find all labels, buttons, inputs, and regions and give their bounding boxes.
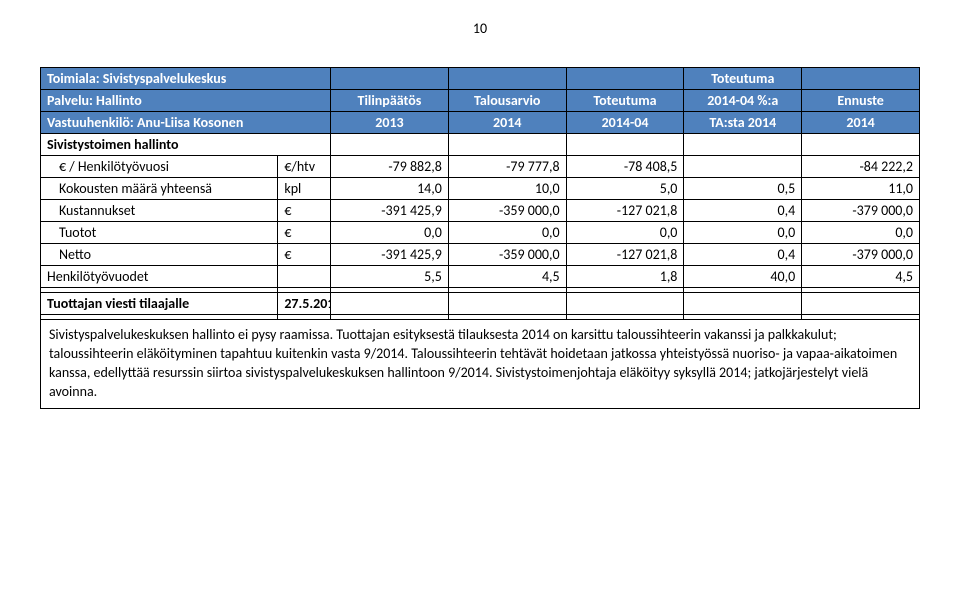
col3-blank [566, 68, 684, 90]
table-row: Tuotot € 0,0 0,0 0,0 0,0 0,0 [41, 222, 920, 244]
section-title: Sivistystoimen hallinto [41, 134, 331, 156]
row-label: Kokousten määrä yhteensä [41, 178, 278, 200]
row-val: -79 777,8 [448, 156, 566, 178]
htv-val: 40,0 [684, 266, 802, 288]
row-unit: € [278, 222, 331, 244]
row-val: 11,0 [802, 178, 920, 200]
row-unit: € [278, 200, 331, 222]
report-table: Toimiala: Sivistyspalvelukeskus Toteutum… [40, 67, 920, 409]
narrative-row: Sivistyspalvelukeskuksen hallinto ei pys… [41, 320, 920, 409]
row-label: € / Henkilötyövuosi [41, 156, 278, 178]
row-val: -359 000,0 [448, 200, 566, 222]
blank [566, 134, 684, 156]
col5-top: Ennuste [802, 90, 920, 112]
col2-bot: 2014 [448, 112, 566, 134]
blank [566, 293, 684, 315]
section-title-row: Sivistystoimen hallinto [41, 134, 920, 156]
header-row-2: Palvelu: Hallinto Tilinpäätös Talousarvi… [41, 90, 920, 112]
row-val: 0,0 [802, 222, 920, 244]
htv-val: 1,8 [566, 266, 684, 288]
row-val: 5,0 [566, 178, 684, 200]
table-row: Netto € -391 425,9 -359 000,0 -127 021,8… [41, 244, 920, 266]
htv-unit [278, 266, 331, 288]
row-val: -379 000,0 [802, 244, 920, 266]
htv-val: 4,5 [802, 266, 920, 288]
row-val: 0,0 [331, 222, 449, 244]
htv-val: 5,5 [331, 266, 449, 288]
col4-line3: TA:sta 2014 [684, 112, 802, 134]
row-val: -79 882,8 [331, 156, 449, 178]
row-val: -359 000,0 [448, 244, 566, 266]
row-label: Tuotot [41, 222, 278, 244]
col4-line2: 2014-04 %:a [684, 90, 802, 112]
tuottajan-row: Tuottajan viesti tilaajalle 27.5.2014 [41, 293, 920, 315]
row-val: 0,0 [684, 222, 802, 244]
row-val [684, 156, 802, 178]
row-unit: € [278, 244, 331, 266]
col2-blank [448, 68, 566, 90]
header-row-1: Toimiala: Sivistyspalvelukeskus Toteutum… [41, 68, 920, 90]
row-unit: €/htv [278, 156, 331, 178]
vastuu-label: Vastuuhenkilö: Anu-Liisa Kosonen [41, 112, 331, 134]
blank [331, 293, 449, 315]
row-val: -391 425,9 [331, 200, 449, 222]
page-number: 10 [40, 20, 920, 37]
row-val: -379 000,0 [802, 200, 920, 222]
col3-bot: 2014-04 [566, 112, 684, 134]
row-label: Netto [41, 244, 278, 266]
header-row-3: Vastuuhenkilö: Anu-Liisa Kosonen 2013 20… [41, 112, 920, 134]
narrative-text: Sivistyspalvelukeskuksen hallinto ei pys… [41, 320, 920, 409]
row-val: 14,0 [331, 178, 449, 200]
col1-top: Tilinpäätös [331, 90, 449, 112]
htv-row: Henkilötyövuodet 5,5 4,5 1,8 40,0 4,5 [41, 266, 920, 288]
blank [448, 293, 566, 315]
col5-bot: 2014 [802, 112, 920, 134]
row-val: -391 425,9 [331, 244, 449, 266]
tuottajan-date: 27.5.2014 [278, 293, 331, 315]
row-val: 10,0 [448, 178, 566, 200]
palvelu-label: Palvelu: Hallinto [41, 90, 331, 112]
table-row: Kokousten määrä yhteensä kpl 14,0 10,0 5… [41, 178, 920, 200]
row-val: -127 021,8 [566, 244, 684, 266]
col5-blank [802, 68, 920, 90]
tuottajan-label: Tuottajan viesti tilaajalle [41, 293, 278, 315]
blank [448, 134, 566, 156]
blank [802, 134, 920, 156]
blank [802, 293, 920, 315]
col4-line1: Toteutuma [684, 68, 802, 90]
col1-blank [331, 68, 449, 90]
htv-label: Henkilötyövuodet [41, 266, 278, 288]
blank [684, 134, 802, 156]
blank [331, 134, 449, 156]
col1-bot: 2013 [331, 112, 449, 134]
row-label: Kustannukset [41, 200, 278, 222]
toimiala-label: Toimiala: Sivistyspalvelukeskus [41, 68, 331, 90]
table-row: € / Henkilötyövuosi €/htv -79 882,8 -79 … [41, 156, 920, 178]
row-val: -127 021,8 [566, 200, 684, 222]
table-row: Kustannukset € -391 425,9 -359 000,0 -12… [41, 200, 920, 222]
row-val: 0,0 [566, 222, 684, 244]
row-val: -84 222,2 [802, 156, 920, 178]
row-val: 0,0 [448, 222, 566, 244]
col2-top: Talousarvio [448, 90, 566, 112]
row-unit: kpl [278, 178, 331, 200]
row-val: 0,4 [684, 244, 802, 266]
blank [684, 293, 802, 315]
row-val: -78 408,5 [566, 156, 684, 178]
htv-val: 4,5 [448, 266, 566, 288]
row-val: 0,5 [684, 178, 802, 200]
row-val: 0,4 [684, 200, 802, 222]
col3-top: Toteutuma [566, 90, 684, 112]
